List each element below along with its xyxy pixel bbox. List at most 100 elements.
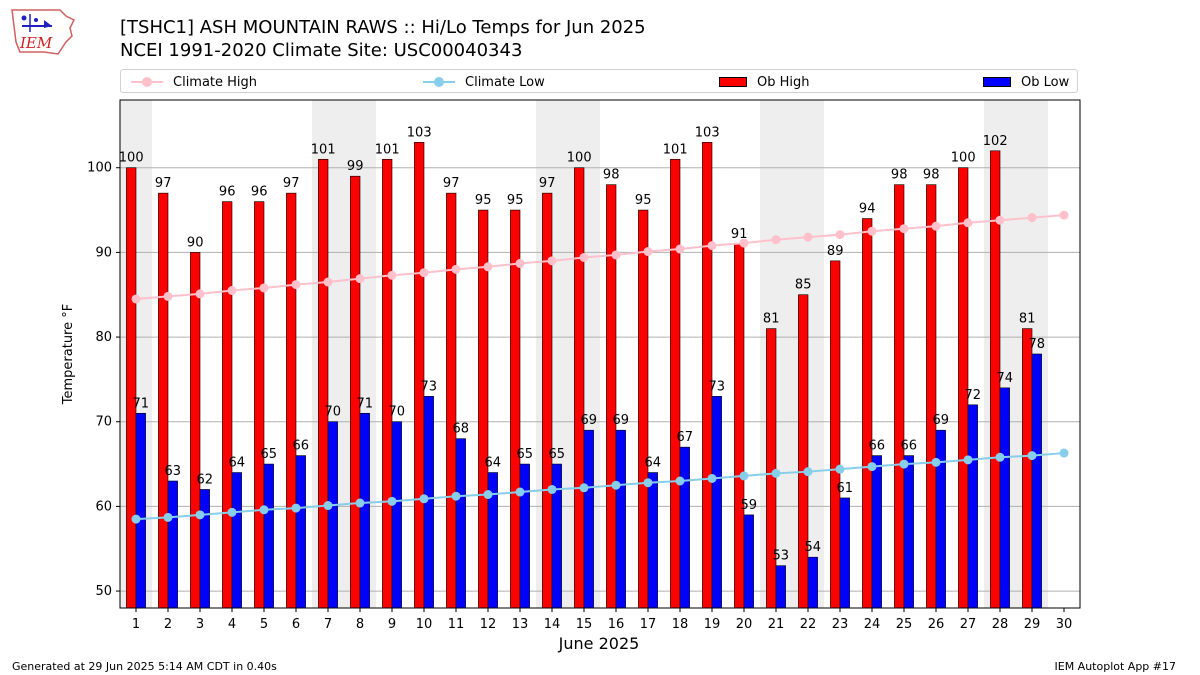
climate-high-swatch <box>131 76 163 88</box>
bar-ob-high-day-24 <box>862 218 873 609</box>
climate-low-point-day-15 <box>579 483 589 493</box>
label-ob-low-day-11: 68 <box>453 422 470 437</box>
legend-item-climate-low: Climate Low <box>423 73 545 91</box>
climate-high-point-day-6 <box>291 280 301 290</box>
climate-low-point-day-5 <box>259 505 269 515</box>
climate-high-point-day-29 <box>1027 213 1037 223</box>
ob-low-swatch <box>983 77 1011 87</box>
climate-high-point-day-21 <box>771 235 781 245</box>
bar-ob-high-day-7 <box>318 158 329 609</box>
label-ob-high-day-17: 95 <box>635 193 652 208</box>
climate-low-point-day-17 <box>643 478 653 488</box>
climate-low-point-day-14 <box>547 484 557 494</box>
legend: Climate High Climate Low Ob High Ob Low <box>120 69 1078 93</box>
climate-high-point-day-16 <box>611 250 621 260</box>
climate-low-point-day-30 <box>1059 448 1069 458</box>
label-ob-high-day-10: 103 <box>407 125 432 140</box>
legend-label-climate-low: Climate Low <box>465 74 545 90</box>
label-ob-high-day-13: 95 <box>507 193 524 208</box>
legend-item-ob-high: Ob High <box>719 73 810 91</box>
climate-low-point-day-27 <box>963 455 973 465</box>
x-tick-label-21: 21 <box>768 617 785 632</box>
label-ob-high-day-5: 96 <box>251 185 268 200</box>
y-tick-label-90: 90 <box>95 245 112 260</box>
chart-subtitle: NCEI 1991-2020 Climate Site: USC00040343 <box>120 40 523 61</box>
bar-ob-low-day-18 <box>679 446 690 609</box>
climate-high-point-day-5 <box>259 283 269 293</box>
bar-ob-high-day-9 <box>382 158 393 609</box>
x-tick-label-29: 29 <box>1024 617 1041 632</box>
x-tick-label-7: 7 <box>324 617 332 632</box>
climate-high-point-day-26 <box>931 221 941 231</box>
label-ob-high-day-24: 94 <box>859 202 876 217</box>
y-tick-label-100: 100 <box>87 161 112 176</box>
bar-ob-low-day-26 <box>935 429 946 609</box>
bar-ob-high-day-29 <box>1022 328 1033 609</box>
climate-low-line <box>135 452 1065 521</box>
bar-ob-high-day-26 <box>926 184 937 609</box>
climate-high-point-day-15 <box>579 252 589 262</box>
bar-ob-high-day-16 <box>606 184 617 609</box>
label-ob-low-day-29: 78 <box>1029 337 1046 352</box>
climate-high-point-day-13 <box>515 258 525 268</box>
label-ob-low-day-4: 64 <box>229 456 246 471</box>
climate-high-point-day-4 <box>227 286 237 295</box>
x-tick-label-3: 3 <box>196 617 204 632</box>
label-ob-high-day-28: 102 <box>983 134 1008 149</box>
bar-ob-low-day-20 <box>743 514 754 609</box>
climate-low-point-day-10 <box>419 494 429 504</box>
x-tick-label-28: 28 <box>992 617 1009 632</box>
climate-low-point-day-2 <box>163 512 173 522</box>
climate-high-line <box>135 214 1065 300</box>
bar-ob-high-day-3 <box>190 252 201 609</box>
bar-ob-high-day-1 <box>126 167 137 609</box>
bar-ob-high-day-11 <box>446 192 457 609</box>
x-tick-label-11: 11 <box>448 617 465 632</box>
climate-high-point-day-14 <box>547 256 557 266</box>
label-ob-high-day-8: 99 <box>347 159 364 174</box>
climate-low-point-day-28 <box>995 452 1005 462</box>
climate-low-point-day-19 <box>707 473 717 483</box>
y-tick-label-50: 50 <box>95 584 112 599</box>
bar-ob-high-day-6 <box>286 192 297 609</box>
label-ob-high-day-18: 101 <box>663 142 688 157</box>
climate-low-point-day-24 <box>867 462 877 472</box>
bar-ob-high-day-2 <box>158 192 169 609</box>
climate-low-point-day-9 <box>387 496 397 506</box>
label-ob-high-day-20: 91 <box>731 227 748 242</box>
label-ob-low-day-6: 66 <box>293 439 310 454</box>
legend-item-ob-low: Ob Low <box>983 73 1069 91</box>
label-ob-low-day-10: 73 <box>421 379 438 394</box>
climate-low-point-day-8 <box>355 498 365 508</box>
bar-ob-high-day-22 <box>798 294 809 609</box>
x-tick-label-24: 24 <box>864 617 881 632</box>
label-ob-high-day-26: 98 <box>923 168 940 183</box>
climate-low-point-day-26 <box>931 457 941 467</box>
climate-high-point-day-25 <box>899 224 909 234</box>
x-tick-label-18: 18 <box>672 617 689 632</box>
climate-low-point-day-13 <box>515 487 525 497</box>
bar-ob-low-day-9 <box>391 421 402 609</box>
iem-logo: IEM <box>11 9 76 55</box>
y-tick-label-60: 60 <box>95 499 112 514</box>
climate-low-point-day-7 <box>323 501 333 511</box>
climate-high-point-day-2 <box>163 291 173 301</box>
bar-ob-low-day-25 <box>903 455 914 609</box>
climate-low-point-day-1 <box>131 514 141 524</box>
x-tick-label-25: 25 <box>896 617 913 632</box>
x-tick-label-8: 8 <box>356 617 364 632</box>
bar-ob-low-day-28 <box>999 387 1010 609</box>
climate-high-point-day-20 <box>739 238 749 248</box>
label-ob-high-day-14: 97 <box>539 176 556 191</box>
climate-low-point-day-18 <box>675 476 685 486</box>
label-ob-low-day-8: 71 <box>357 396 374 411</box>
bar-ob-high-day-13 <box>510 209 521 609</box>
bar-ob-high-day-21 <box>766 328 777 609</box>
legend-item-climate-high: Climate High <box>131 73 257 91</box>
bar-ob-low-day-21 <box>775 565 786 609</box>
climate-low-point-day-20 <box>739 471 749 481</box>
label-ob-low-day-9: 70 <box>389 405 406 420</box>
bar-ob-high-day-5 <box>254 201 265 609</box>
label-ob-high-day-1: 100 <box>119 151 144 166</box>
bar-ob-low-day-13 <box>519 463 530 609</box>
